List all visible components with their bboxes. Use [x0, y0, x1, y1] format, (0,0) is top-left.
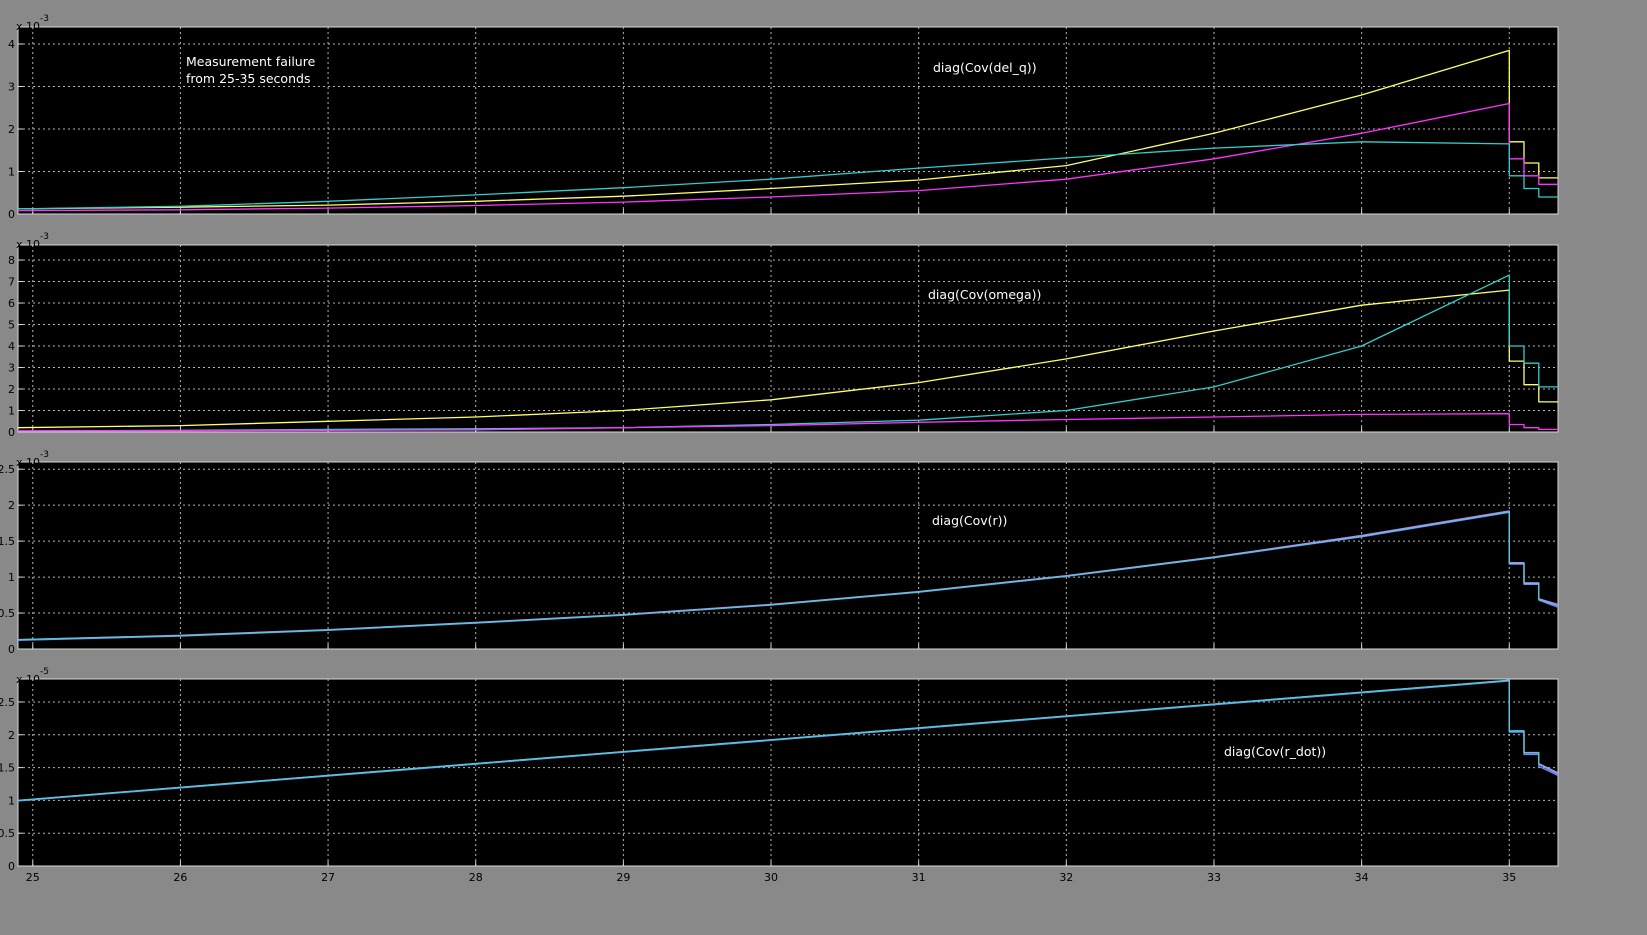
y-tick-label: 2 — [8, 123, 15, 136]
y-tick-label: 0 — [8, 860, 15, 873]
plot-annotation: diag(Cov(r_dot)) — [1224, 744, 1326, 759]
y-tick-label: 1 — [8, 166, 15, 179]
y-tick-label: 2.5 — [0, 463, 15, 476]
y-tick-label: 2 — [8, 729, 15, 742]
series-line-3 — [17, 679, 1559, 802]
subplot-1: 0 1 2 3 4x 10-3 Measurement failure from 25-35… — [8, 14, 1559, 221]
y-tick-label: 3 — [8, 362, 15, 375]
plot-annotation: diag(Cov(omega)) — [928, 287, 1041, 302]
x-tick-label: 34 — [1355, 871, 1369, 884]
x-tick-label: 30 — [764, 871, 778, 884]
subplot-4: 0 0.5 1 1.5 2 2.5x 10-5 diag(Cov(r_dot)) 25 26 27… — [0, 667, 1559, 884]
y-tick-label: 2 — [8, 383, 15, 396]
plot-annotation: diag(Cov(del_q)) — [933, 60, 1037, 75]
series-line-3 — [17, 413, 1558, 432]
series-line-3 — [17, 141, 1558, 210]
y-tick-label: 8 — [8, 254, 15, 267]
x-tick-label: 29 — [616, 871, 630, 884]
y-tick-label: 5 — [8, 319, 15, 332]
series-line-1 — [17, 289, 1558, 429]
y-tick-label: 1.5 — [0, 762, 15, 775]
plot-annotation: from 25-35 seconds — [186, 71, 310, 86]
subplot-2: 0 1 2 3 4 5 6 7 8x 10-3 diag(Cov(omega)) — [8, 232, 1559, 439]
series-line-3 — [17, 510, 1559, 641]
y-tick-label: 4 — [8, 340, 15, 353]
plot-annotation: Measurement failure — [186, 54, 316, 69]
y-tick-label: 1 — [8, 794, 15, 807]
y-tick-label: 2.5 — [0, 696, 15, 709]
y-exponent-label: x 10-3 — [16, 232, 49, 251]
y-tick-label: 7 — [8, 276, 15, 289]
series-line-1 — [17, 49, 1558, 210]
axes-background — [17, 678, 1559, 867]
axes-background — [17, 244, 1559, 433]
y-tick-label: 0 — [8, 208, 15, 221]
y-tick-label: 2 — [8, 499, 15, 512]
y-tick-label: 6 — [8, 297, 15, 310]
y-tick-label: 3 — [8, 81, 15, 94]
series-line-2 — [17, 274, 1558, 432]
x-tick-label: 35 — [1502, 871, 1516, 884]
y-tick-label: 0.5 — [0, 827, 15, 840]
x-tick-label: 27 — [321, 871, 335, 884]
plot-annotation: diag(Cov(r)) — [932, 513, 1007, 528]
y-tick-label: 1.5 — [0, 535, 15, 548]
x-tick-label: 33 — [1207, 871, 1221, 884]
y-tick-label: 1 — [8, 571, 15, 584]
y-tick-label: 4 — [8, 38, 15, 51]
x-tick-label: 28 — [469, 871, 483, 884]
y-exponent-label: x 10-5 — [16, 667, 49, 686]
x-tick-label: 26 — [173, 871, 187, 884]
y-tick-label: 0 — [8, 426, 15, 439]
y-tick-label: 1 — [8, 405, 15, 418]
y-tick-label: 0 — [8, 643, 15, 656]
x-tick-label: 25 — [26, 871, 40, 884]
x-tick-label: 32 — [1059, 871, 1073, 884]
series-line-2 — [17, 102, 1558, 212]
y-exponent-label: x 10-3 — [16, 14, 49, 33]
subplot-3: 0 0.5 1 1.5 2 2.5x 10-3 diag(Cov(r)) — [0, 450, 1559, 656]
x-tick-label: 31 — [912, 871, 926, 884]
y-tick-label: 0.5 — [0, 607, 15, 620]
y-exponent-label: x 10-3 — [16, 450, 49, 469]
axes-background — [17, 461, 1559, 650]
axes-background — [17, 26, 1559, 215]
